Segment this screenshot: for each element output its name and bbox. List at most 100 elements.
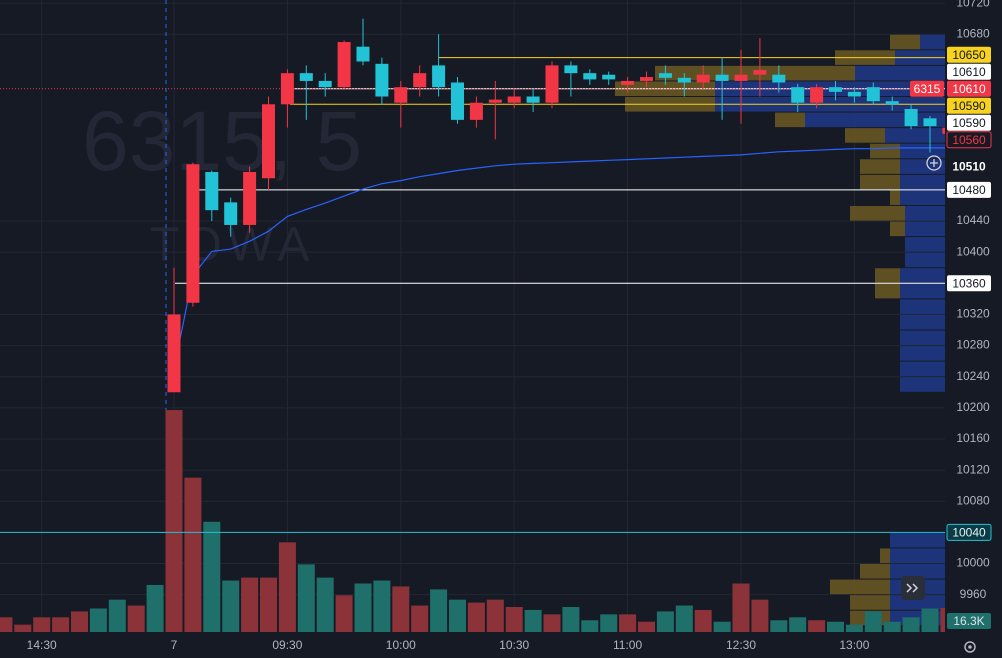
price-label-bg [946,131,992,149]
candle-body [394,87,408,103]
volume-bar [260,577,277,632]
volume-bar [411,605,429,632]
price-label-bg [947,97,991,114]
x-tick-label: 14:30 [27,638,57,652]
volume-bar [203,521,221,632]
price-label: 10480 [952,183,986,197]
y-tick-label: 10720 [956,0,990,9]
candle-body [904,108,918,127]
candle-body [564,65,578,74]
plot [0,18,958,632]
axis-labels: 10720 10680 10440 10400 10320 10280 10240 10200… [27,0,992,652]
profile-near [905,237,945,252]
add-icon[interactable] [926,155,942,171]
candle-body [186,164,200,303]
volume-bar [808,620,826,632]
y-tick-label: 10680 [956,26,990,40]
profile-far [860,159,900,174]
x-tick-label: 10:00 [386,638,416,652]
profile-near [890,564,945,579]
profile-far [830,579,890,595]
candle-body [507,96,521,103]
volume-bar [505,607,523,632]
profile-near [905,205,945,221]
candle-body [753,70,767,75]
price-label: 10610 [952,82,986,96]
scroll-button-bg[interactable] [901,576,925,600]
profile-near [905,252,945,268]
settings-icon-center [968,645,972,649]
scroll-icon [906,583,919,593]
candle-body [318,80,332,88]
price-label: 10040 [952,526,986,540]
settings-icon[interactable] [964,641,976,653]
volume-bar [845,624,863,632]
volume-bar [638,621,655,632]
volume-bar [241,577,259,632]
y-tick-label: 10000 [956,556,990,570]
volume-bar [52,617,70,632]
candle-body [375,63,389,97]
profile-far [845,128,885,143]
volume-bar [921,608,939,632]
profile-near [900,268,945,283]
candle-body [224,202,238,225]
candle-body [167,314,181,393]
price-label: 10610 [952,65,986,79]
y-tick-label: 9960 [960,587,987,601]
candle-body [526,96,540,103]
profile-near [900,330,945,346]
volume-bar [297,564,315,632]
volume-bar [278,542,296,632]
candle-body [432,65,446,88]
volume-bar [789,617,807,632]
volume-bar [108,599,126,632]
price-label-bg [947,80,991,97]
candle-body [772,74,786,83]
volume-bar [89,608,107,632]
volume-bar [449,599,466,632]
profile-near [920,34,945,50]
candle-body [923,118,937,127]
price-label: 10560 [952,133,986,147]
candle-body [545,65,559,103]
watermark-name: TOWA [150,219,315,272]
volume-bar [146,584,164,632]
price-label: 10590 [952,99,986,113]
profile-near [900,190,945,205]
candle-body [337,42,351,88]
y-tick-label: 10440 [956,213,990,227]
candle-body [299,73,313,81]
crosshair-add[interactable] [926,155,942,171]
scroll-button[interactable] [901,576,925,600]
profile-far [870,143,900,159]
candle-body [791,87,805,103]
x-tick-label: 09:30 [272,638,302,652]
candle-body [829,87,842,92]
profile-far [860,174,900,190]
volume-bar [619,614,637,632]
volume-bar [335,595,353,632]
volume-bar [184,477,202,632]
profile-near [900,314,945,330]
profile-far [880,548,890,564]
x-tick-label: 10:30 [499,638,529,652]
volume-bar [222,580,240,632]
settings-button[interactable] [964,641,976,653]
candle-body [469,102,483,120]
profile-far [890,190,900,205]
profile-near [900,283,945,299]
candle-body [658,73,672,78]
volume-bar [392,586,410,632]
volume-bar [33,617,51,632]
candle-body [243,172,257,225]
watermark-symbol: 6315, 5 [82,94,362,188]
candle-body [602,74,616,80]
volume-bar [581,620,599,632]
candle-body [356,46,370,62]
candle-body [413,73,427,88]
volume-label-bg [947,613,991,629]
price-label-bg [947,181,991,198]
volume-bar [430,589,448,632]
